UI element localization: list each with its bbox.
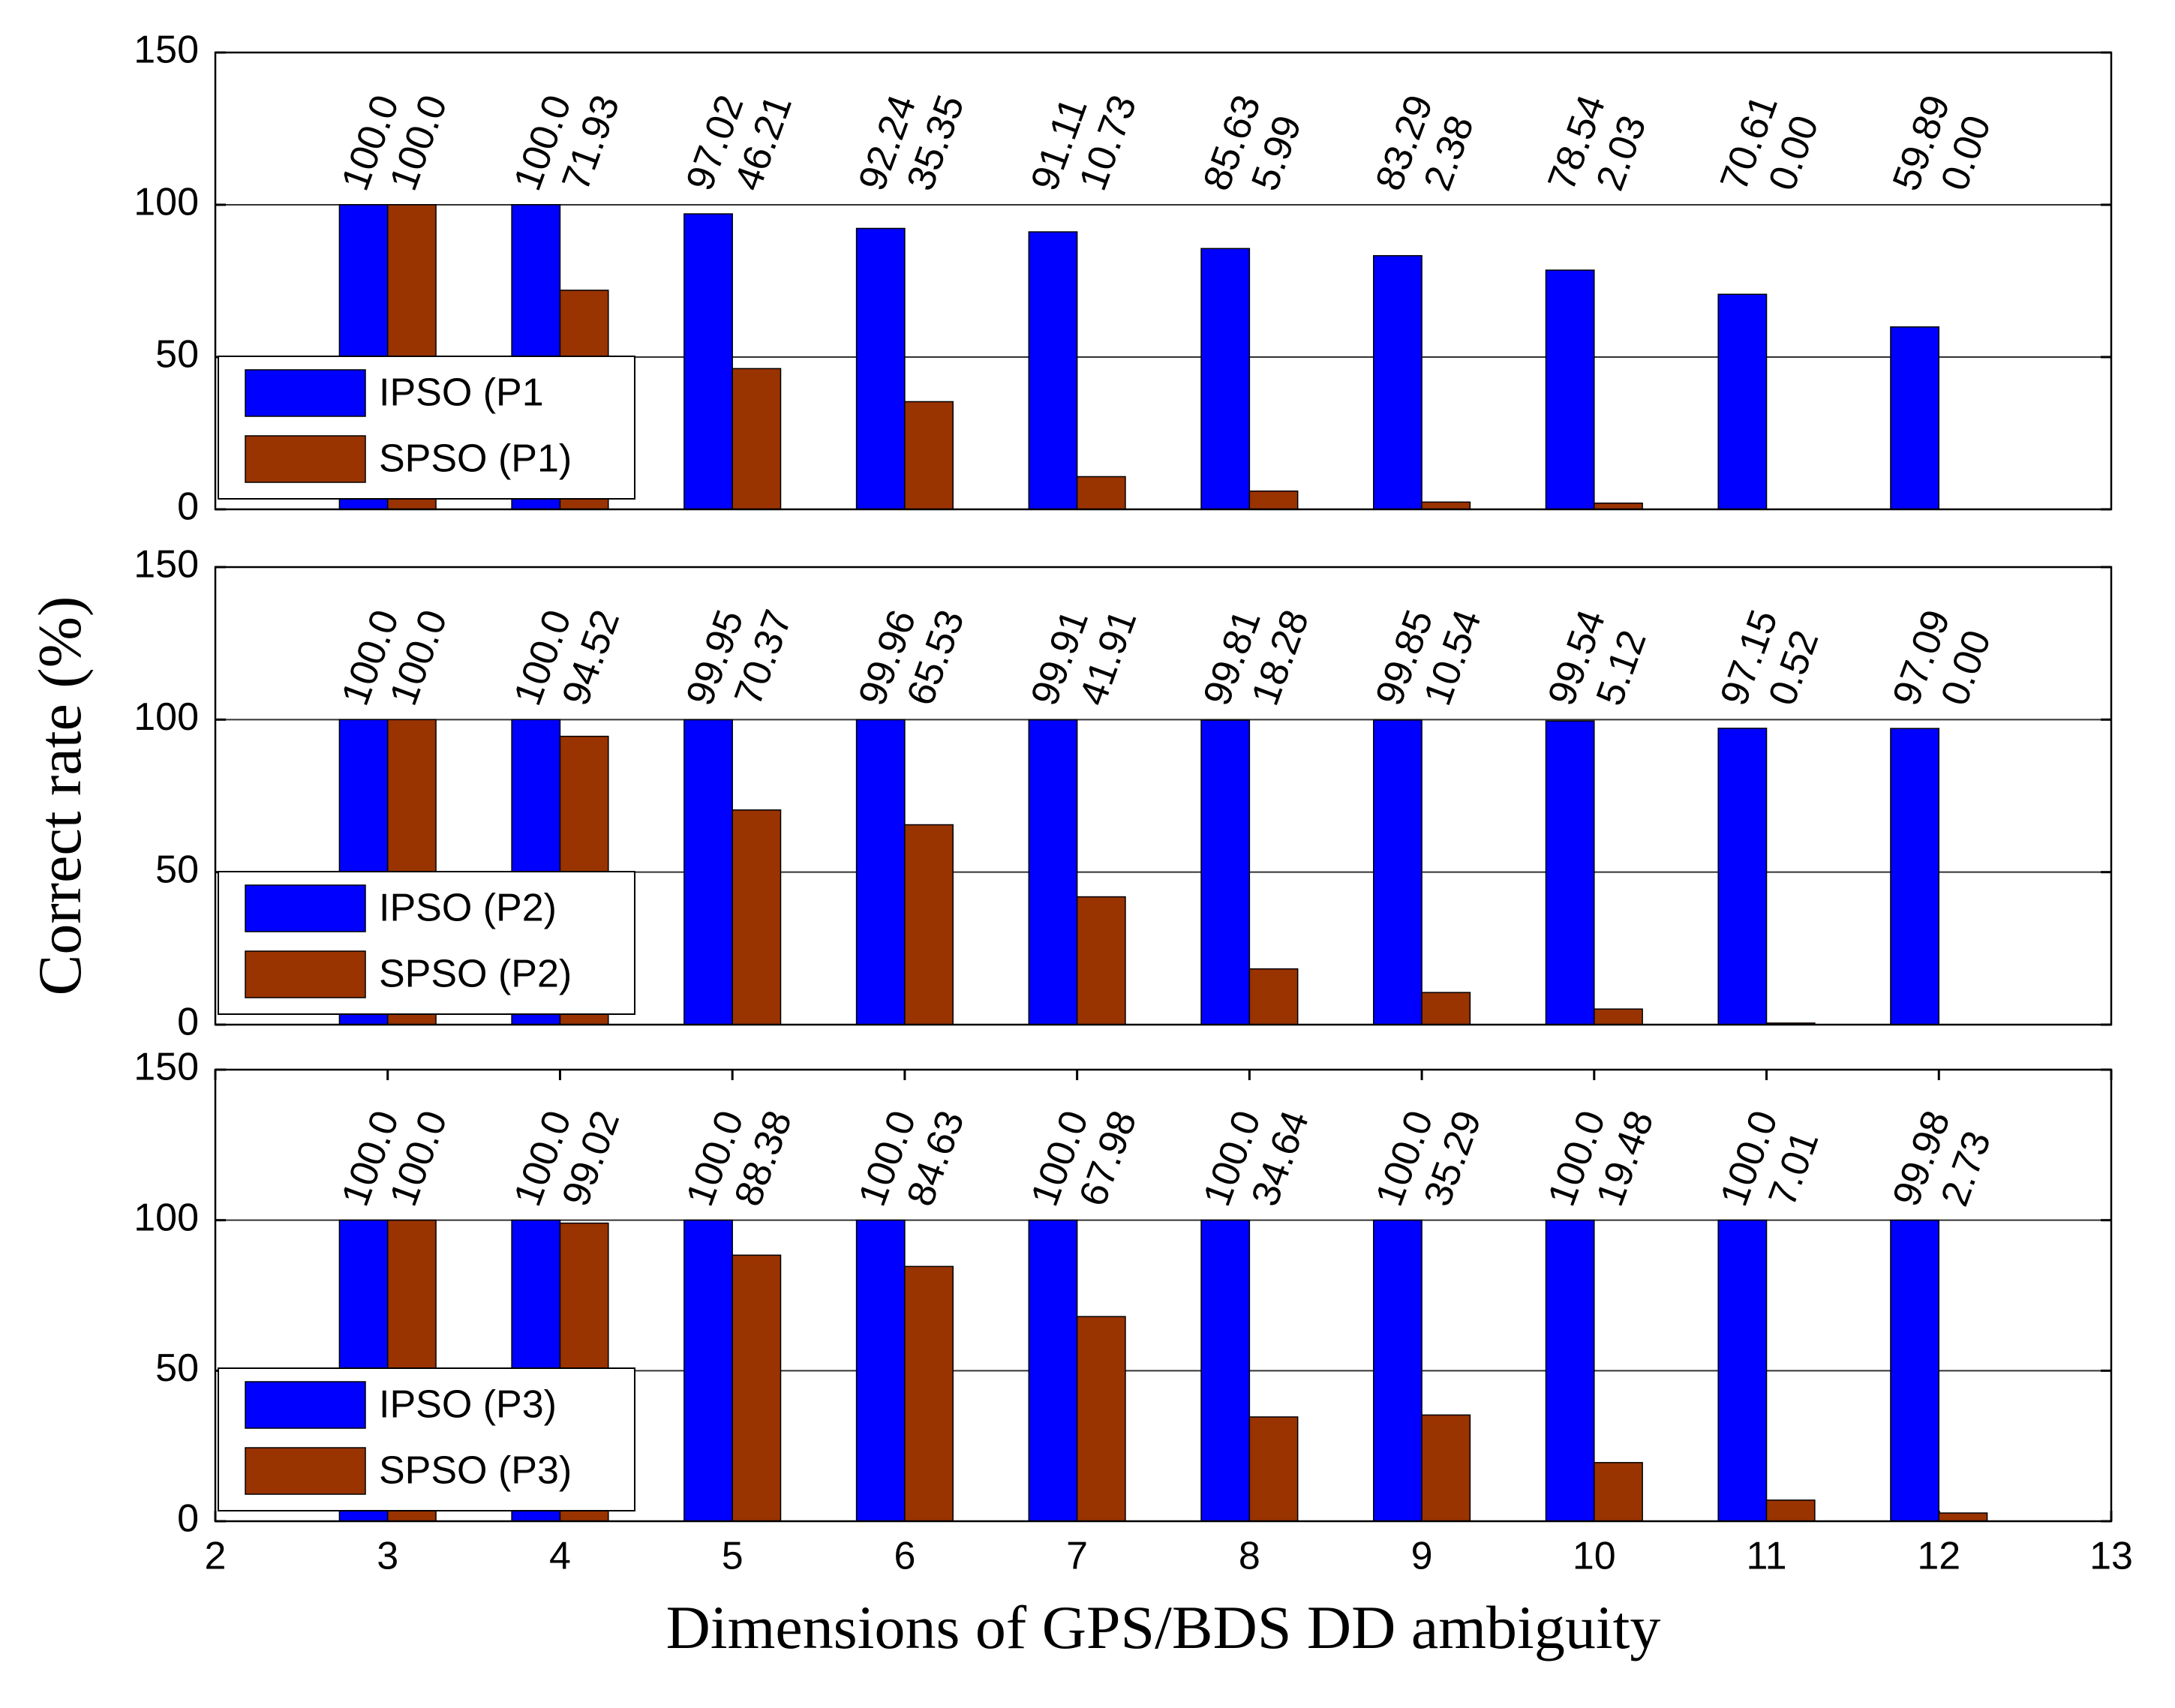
bar — [904, 1265, 954, 1522]
legend-swatch — [245, 369, 366, 417]
bar — [1717, 728, 1768, 1025]
axes-frame — [214, 1068, 2113, 1523]
bar — [1373, 719, 1422, 1025]
x-tick-label: 13 — [2089, 1535, 2133, 1578]
bar — [1765, 1499, 1816, 1522]
bar — [732, 809, 782, 1025]
bar — [855, 719, 906, 1025]
y-tick-label: 0 — [177, 1497, 199, 1541]
axes-frame — [214, 566, 2113, 1026]
bar — [732, 368, 782, 510]
bar — [1076, 896, 1126, 1025]
x-tick-label: 6 — [894, 1535, 915, 1578]
y-tick-label: 150 — [134, 543, 199, 587]
y-tick-label: 100 — [134, 695, 199, 739]
y-tick-label: 50 — [155, 1346, 199, 1390]
x-tick-label: 10 — [1573, 1535, 1616, 1578]
legend-label: IPSO (P3) — [379, 1383, 557, 1427]
bar — [1421, 992, 1471, 1025]
bar — [1028, 231, 1078, 510]
x-tick-label: 2 — [205, 1535, 227, 1578]
bar — [1076, 1316, 1126, 1522]
bar — [1076, 476, 1126, 510]
bar — [1594, 1462, 1643, 1522]
legend-swatch — [245, 884, 366, 932]
bar — [683, 1219, 733, 1522]
legend-swatch — [245, 950, 366, 998]
x-tick-label: 8 — [1239, 1535, 1260, 1578]
axes-frame — [214, 51, 2113, 511]
bar — [1545, 269, 1595, 510]
x-tick-label: 12 — [1917, 1535, 1960, 1578]
bar — [904, 401, 954, 510]
bar — [1200, 1219, 1251, 1522]
x-tick-label: 11 — [1747, 1535, 1787, 1578]
bar — [855, 1219, 906, 1522]
legend-swatch — [245, 1447, 366, 1495]
y-tick-label: 150 — [134, 1046, 199, 1089]
legend-swatch — [245, 435, 366, 483]
bar — [1028, 719, 1078, 1025]
bar — [1248, 490, 1299, 510]
x-axis-label: Dimensions of GPS/BDS DD ambiguity — [666, 1593, 1661, 1661]
y-tick-label: 50 — [155, 848, 199, 891]
y-tick-label: 100 — [134, 181, 199, 224]
bar — [1938, 1512, 1988, 1522]
legend-label: IPSO (P2) — [379, 887, 557, 930]
bar — [1545, 1219, 1595, 1522]
y-tick-label: 150 — [134, 29, 199, 72]
y-tick-label: 100 — [134, 1196, 199, 1239]
y-tick-label: 0 — [177, 485, 199, 529]
bar — [1890, 1219, 1940, 1522]
bar — [1200, 719, 1251, 1025]
x-tick-label: 4 — [549, 1535, 571, 1578]
bar — [683, 719, 733, 1025]
bar — [904, 824, 954, 1025]
bar — [1717, 1219, 1768, 1522]
bar — [1200, 248, 1251, 510]
bar — [1594, 1008, 1643, 1025]
bar — [683, 213, 733, 510]
bar — [1248, 968, 1299, 1025]
legend-label: SPSO (P3) — [379, 1449, 572, 1493]
bar — [1028, 1219, 1078, 1522]
legend-swatch — [245, 1381, 366, 1429]
y-tick-label: 50 — [155, 333, 199, 377]
x-tick-label: 3 — [377, 1535, 398, 1578]
bar — [1545, 720, 1595, 1025]
x-tick-label: 7 — [1066, 1535, 1088, 1578]
bar — [855, 227, 906, 510]
bar — [1373, 1219, 1422, 1522]
y-axis-label: Correct rate (%) — [26, 596, 94, 996]
y-tick-label: 0 — [177, 1001, 199, 1044]
bar — [1421, 1414, 1471, 1522]
bar — [1373, 255, 1422, 510]
bar — [1248, 1416, 1299, 1522]
legend-label: SPSO (P1) — [379, 437, 572, 481]
bar — [1890, 728, 1940, 1025]
bar — [1421, 501, 1471, 510]
bar — [732, 1254, 782, 1522]
legend-label: IPSO (P1 — [379, 371, 544, 415]
bar — [1890, 326, 1940, 510]
x-tick-label: 9 — [1411, 1535, 1433, 1578]
x-tick-label: 5 — [722, 1535, 744, 1578]
bar — [1717, 293, 1768, 510]
legend-label: SPSO (P2) — [379, 953, 572, 996]
